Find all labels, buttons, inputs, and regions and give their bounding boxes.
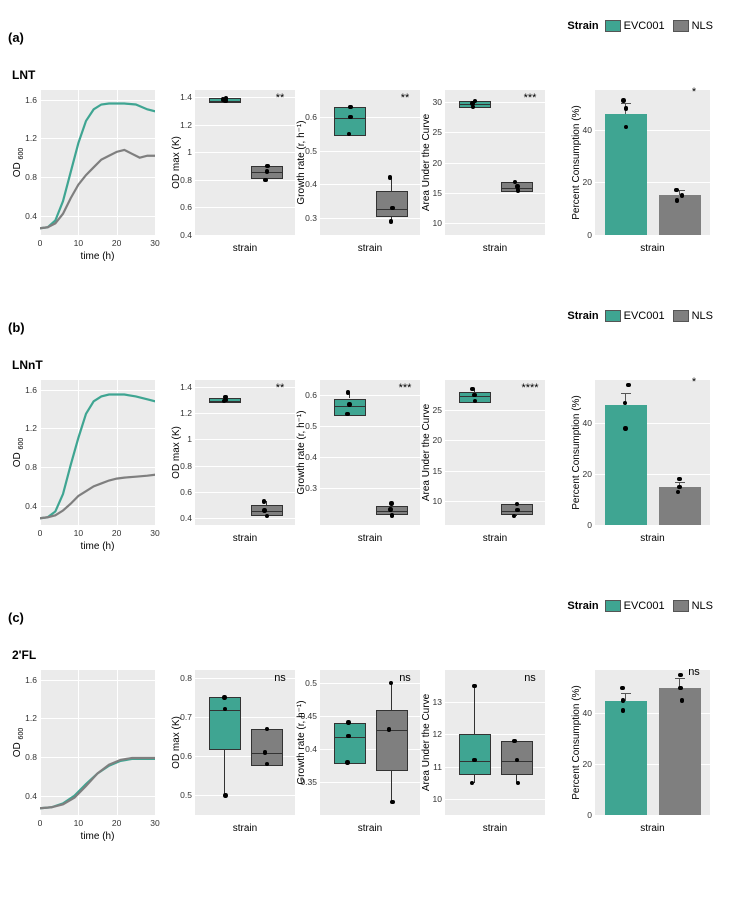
legend: StrainEVC001NLS [567,20,721,32]
growth-panel [40,670,155,815]
growth-panel [40,90,155,235]
odmax-panel [195,90,295,235]
auc-panel [445,90,545,235]
growthrate-panel [320,670,420,815]
consumption-panel [595,380,710,525]
row-b: (b)LNnTStrainEVC001NLS0.40.81.21.6010203… [0,320,739,610]
row-title: LNT [12,68,35,82]
auc-panel [445,380,545,525]
row-label: (a) [8,30,24,45]
growth-panel [40,380,155,525]
row-title: 2'FL [12,648,36,662]
row-c: (c)2'FLStrainEVC001NLS0.40.81.21.6010203… [0,610,739,900]
growthrate-panel [320,90,420,235]
row-a: (a)LNTStrainEVC001NLS0.40.81.21.60102030… [0,30,739,320]
auc-panel [445,670,545,815]
row-label: (c) [8,610,24,625]
consumption-panel [595,670,710,815]
odmax-panel [195,670,295,815]
figure: (a)LNTStrainEVC001NLS0.40.81.21.60102030… [0,0,739,908]
growthrate-panel [320,380,420,525]
consumption-panel [595,90,710,235]
row-title: LNnT [12,358,43,372]
legend: StrainEVC001NLS [567,600,721,612]
row-label: (b) [8,320,25,335]
legend: StrainEVC001NLS [567,310,721,322]
odmax-panel [195,380,295,525]
